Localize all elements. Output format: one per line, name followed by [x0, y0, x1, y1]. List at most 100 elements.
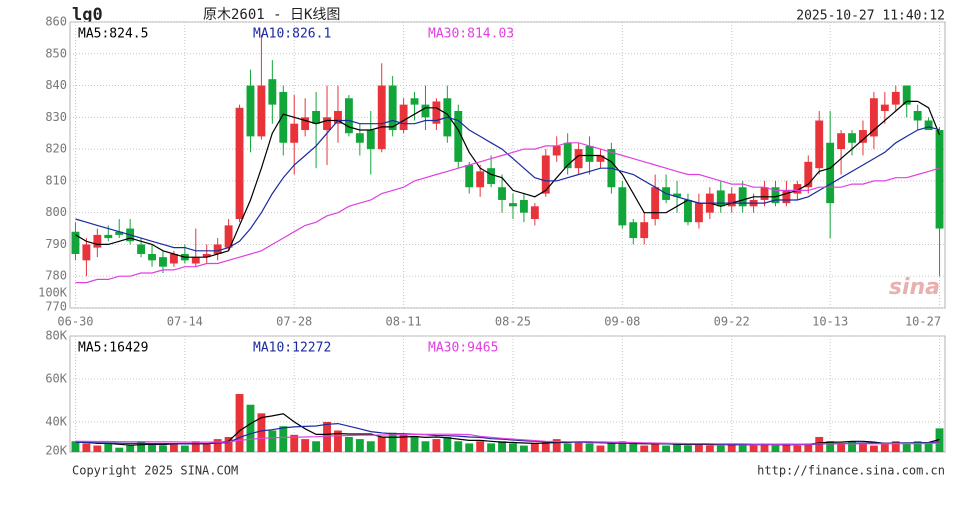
volume-bar	[585, 443, 594, 452]
volume-bar	[399, 434, 408, 452]
volume-bar	[388, 432, 397, 452]
candle-body	[301, 117, 310, 131]
candle-body	[115, 231, 124, 235]
candle-body	[104, 234, 113, 239]
volume-bar	[454, 441, 463, 452]
volume-bar	[859, 443, 867, 452]
volume-bar	[323, 421, 331, 452]
volume-bar	[476, 441, 485, 452]
candle-body	[93, 234, 102, 248]
volume-bar	[727, 443, 736, 452]
volume-bar	[487, 443, 496, 452]
volume-bar	[235, 394, 244, 452]
volume-bar	[410, 436, 419, 452]
legend-entry: MA10:826.1	[253, 27, 331, 42]
candle-body	[574, 149, 583, 169]
y-tick-label: 850	[45, 46, 67, 60]
legend-entry: MA5:824.5	[78, 27, 148, 42]
volume-bar	[180, 445, 189, 452]
volume-bar	[377, 436, 386, 452]
volume-bar	[760, 443, 769, 452]
volume-bar	[257, 413, 266, 452]
volume-bar	[443, 436, 452, 452]
candle-body	[191, 257, 200, 264]
volume-bar	[137, 441, 146, 452]
candle-body	[148, 253, 156, 261]
y-tick-label: 770	[45, 300, 67, 314]
y-tick-label: 20K	[45, 444, 67, 458]
x-tick-label: 07-28	[276, 315, 312, 329]
candle-body	[716, 190, 725, 207]
candle-body	[213, 244, 222, 254]
candle-body	[859, 130, 867, 143]
volume-bar	[268, 430, 277, 452]
volume-bar	[837, 443, 846, 452]
volume-bar	[651, 443, 660, 452]
candle-body	[202, 253, 211, 258]
volume-bar	[126, 445, 135, 452]
volume-bar	[684, 445, 692, 452]
candle-body	[848, 133, 856, 143]
candle-body	[279, 91, 288, 143]
y-tick-label: 40K	[45, 414, 67, 428]
volume-bar	[224, 436, 233, 452]
candle-body	[159, 257, 167, 267]
y-tick-label: 60K	[45, 371, 67, 385]
volume-bar	[279, 426, 288, 452]
price-panel	[69, 21, 946, 309]
candle-body	[366, 130, 375, 150]
volume-bar	[355, 439, 364, 452]
candle-body	[509, 203, 517, 207]
volume-bar	[913, 441, 922, 452]
y-tick-label: 80K	[45, 329, 67, 343]
volume-bar	[673, 443, 681, 452]
volume-bar	[552, 439, 561, 452]
volume-bar	[640, 445, 649, 452]
candle-body	[596, 155, 605, 162]
x-tick-label: 08-11	[386, 315, 422, 329]
candle-body	[388, 85, 397, 131]
y-tick-label: 840	[45, 78, 67, 92]
volume-bar	[563, 443, 572, 452]
legend-entry: MA30:9465	[428, 341, 498, 356]
volume-bar	[432, 439, 441, 452]
volume-bar	[629, 443, 638, 452]
candle-body	[169, 253, 178, 264]
volume-bar	[902, 443, 911, 452]
watermark: sina	[889, 275, 940, 300]
volume-bar	[104, 443, 113, 452]
candle-body	[815, 120, 824, 169]
candle-body	[902, 85, 911, 105]
y-tick-label: 860	[45, 15, 67, 29]
candle-body	[432, 101, 441, 124]
volume-bar	[738, 445, 747, 452]
volume-bar	[421, 441, 430, 452]
volume-bar	[848, 441, 856, 452]
legend-entry: MA5:16429	[78, 341, 148, 356]
candle-body	[782, 190, 791, 204]
volume-bar	[148, 443, 156, 452]
volume-bar	[498, 441, 506, 452]
volume-bar	[465, 443, 474, 452]
volume-bar	[804, 443, 813, 452]
volume-bar	[771, 445, 780, 452]
volume-bar	[301, 439, 310, 452]
candle-body	[290, 123, 299, 143]
volume-bar	[574, 441, 583, 452]
candle-body	[268, 79, 277, 105]
volume-bar	[115, 447, 124, 452]
candle-body	[519, 199, 528, 213]
volume-bar	[366, 441, 375, 452]
volume-bar	[596, 445, 605, 452]
volume-bar	[290, 434, 299, 452]
x-tick-label: 08-25	[495, 315, 531, 329]
candle-body	[804, 161, 813, 188]
volume-panel	[69, 335, 946, 453]
candle-body	[410, 98, 419, 105]
volume-bar	[618, 441, 627, 452]
y-tick-label: 780	[45, 269, 67, 283]
volume-bar	[312, 441, 321, 452]
candle-body	[629, 222, 638, 239]
candle-body	[880, 104, 889, 111]
candle-body	[826, 142, 835, 204]
